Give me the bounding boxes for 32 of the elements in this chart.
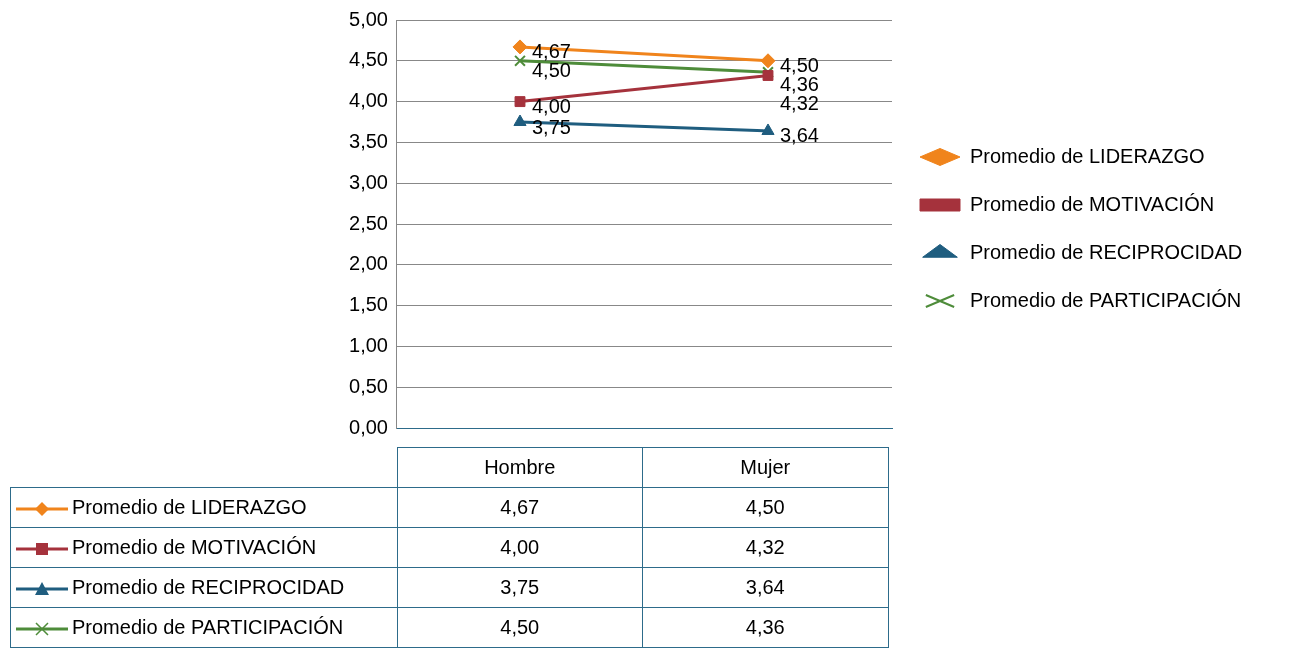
y-tick-label: 2,50: [349, 211, 388, 234]
legend-label: Promedio de PARTICIPACIÓN: [970, 288, 1242, 311]
y-tick-label: 4,50: [349, 48, 388, 71]
y-tick-label: 3,50: [349, 129, 388, 152]
x-tick-label: Hombre: [397, 447, 643, 488]
data-label: 3,64: [642, 567, 888, 608]
text: 3,64: [780, 124, 819, 147]
data-label: 4,32: [642, 527, 888, 568]
data-label: 4,67: [397, 487, 643, 528]
y-tick-label: 0,50: [349, 374, 388, 397]
text: Promedio de RECIPROCIDAD: [72, 576, 345, 598]
data-label: 4,36: [642, 607, 888, 648]
text: 4,00: [532, 95, 571, 118]
legend-label: Promedio de LIDERAZGO: [970, 144, 1205, 167]
y-tick-label: 5,00: [349, 7, 388, 30]
data-label: 3,75: [397, 567, 643, 608]
text: Promedio de LIDERAZGO: [72, 496, 307, 518]
x-tick-label: Mujer: [642, 447, 888, 488]
text: Promedio de MOTIVACIÓN: [72, 536, 317, 558]
y-tick-label: 1,50: [349, 293, 388, 316]
text: Promedio de PARTICIPACIÓN: [72, 616, 344, 638]
y-tick-label: 0,00: [349, 415, 388, 438]
text: 4,50: [780, 54, 819, 77]
y-tick-label: 4,00: [349, 89, 388, 112]
y-tick-label: 2,00: [349, 252, 388, 275]
y-tick-label: 3,00: [349, 170, 388, 193]
data-label: 4,50: [397, 607, 643, 648]
y-tick-label: 1,00: [349, 333, 388, 356]
legend-label: Promedio de MOTIVACIÓN: [970, 192, 1215, 215]
legend-label: Promedio de RECIPROCIDAD: [970, 240, 1243, 263]
data-label: 4,00: [397, 527, 643, 568]
data-label: 4,50: [642, 487, 888, 528]
